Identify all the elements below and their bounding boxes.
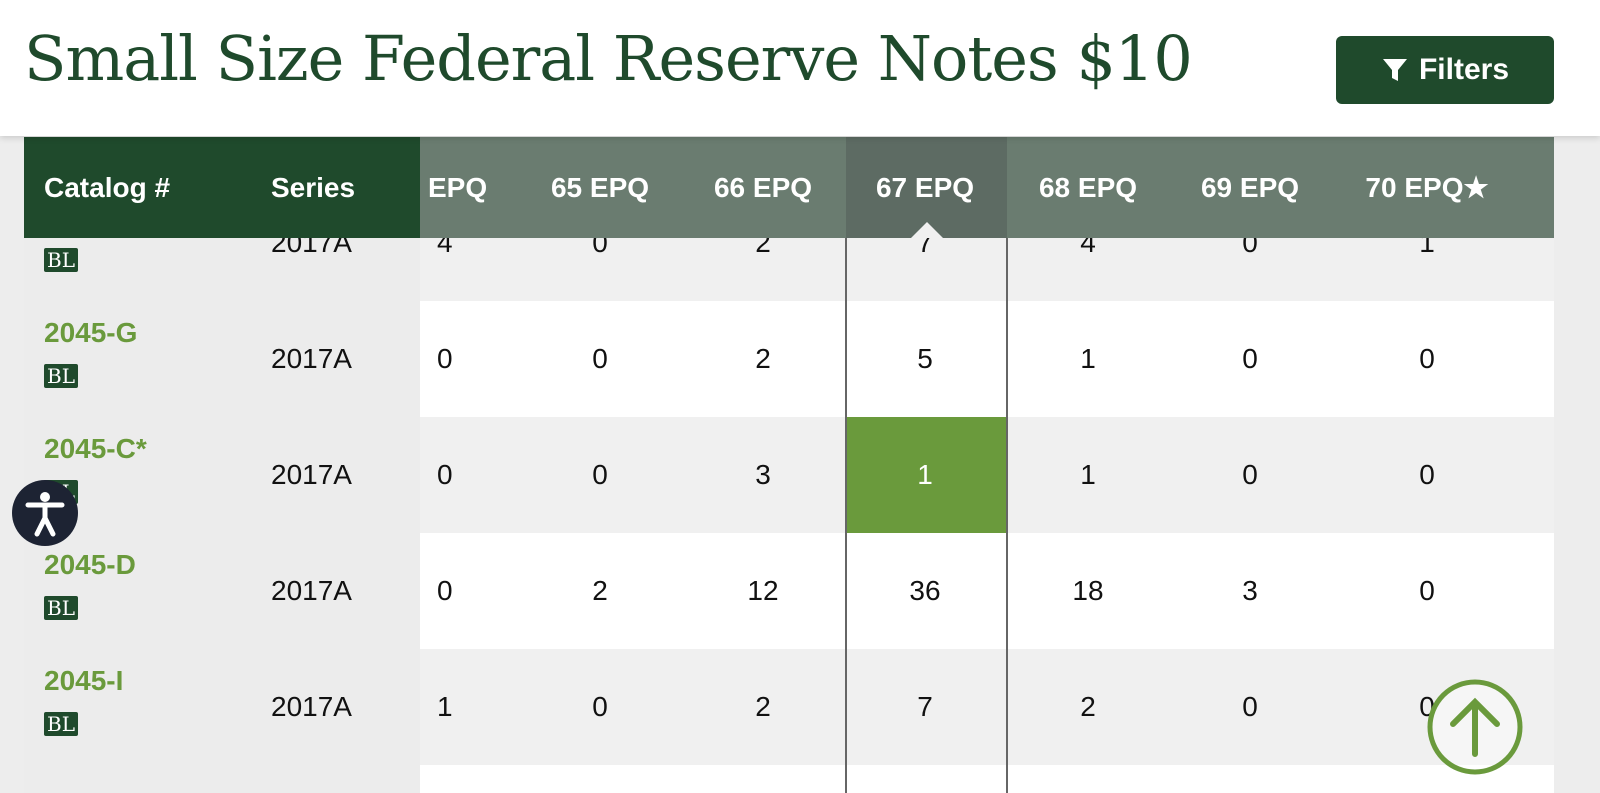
row-label-bg: [24, 417, 420, 533]
column-header[interactable]: 68 EPQ: [1038, 171, 1138, 203]
filters-button[interactable]: Filters: [1336, 36, 1554, 104]
count: 2: [1080, 691, 1096, 722]
row-label-bg: [24, 533, 420, 649]
filters-label: Filters: [1418, 53, 1510, 86]
count: 0: [1419, 459, 1435, 490]
catalog-link[interactable]: 2045-C*: [44, 433, 147, 464]
column-header[interactable]: 65 EPQ: [550, 171, 650, 203]
sort-indicator: [910, 222, 943, 238]
count: 1: [437, 691, 453, 722]
count: 1: [917, 459, 933, 490]
badge: BL: [44, 364, 78, 388]
count: 12: [747, 575, 779, 606]
count: 0: [1419, 343, 1435, 374]
row-label-bg: [24, 301, 420, 417]
badge: BL: [44, 712, 78, 736]
series: 2017A: [271, 343, 352, 374]
count: 0: [592, 459, 608, 490]
count: 36: [909, 575, 941, 606]
row-bg: [420, 301, 1554, 417]
count: 0: [437, 459, 453, 490]
count: 2: [592, 575, 608, 606]
catalog-link[interactable]: 2045-G: [44, 317, 138, 348]
accessibility-button[interactable]: [10, 478, 80, 548]
row-bg: [420, 533, 1554, 649]
count: 0: [1242, 343, 1258, 374]
count: 2: [755, 343, 771, 374]
scroll-top-button[interactable]: [1426, 678, 1524, 776]
count: 0: [592, 691, 608, 722]
catalog-link[interactable]: 2045-D: [44, 549, 136, 580]
count: 3: [755, 459, 771, 490]
highlight-cell: [846, 417, 1007, 533]
count: 18: [1072, 575, 1104, 606]
column-header[interactable]: Catalog #: [44, 171, 171, 203]
count: 1: [1080, 459, 1096, 490]
series: 2017A: [271, 691, 352, 722]
row-bg: [420, 649, 1554, 765]
series: 2017A: [271, 575, 352, 606]
count: 5: [917, 343, 933, 374]
count: 0: [592, 343, 608, 374]
column-header[interactable]: Series: [271, 171, 356, 203]
count: 0: [1242, 459, 1258, 490]
header-label-bg: [24, 137, 420, 238]
data-table: BL 2017A 4 0 2 7 4 0 1 2045-G BL 2017A 0 0 2 5 1 0 0 2045-C…: [24, 0, 1554, 793]
count: 0: [1242, 691, 1258, 722]
column-header[interactable]: 70 EPQ★: [1365, 172, 1489, 203]
badge: BL: [44, 596, 78, 620]
row-label-bg: [24, 649, 420, 765]
count: 2: [755, 691, 771, 722]
column-header[interactable]: 67 EPQ: [875, 171, 975, 203]
count: 0: [437, 343, 453, 374]
page-title: Small Size Federal Reserve Notes $10: [24, 22, 1193, 95]
filter-icon: [1382, 59, 1407, 81]
column-header[interactable]: EPQ: [428, 171, 488, 203]
column-line: [1006, 137, 1008, 793]
column-line: [845, 137, 847, 793]
count: 7: [917, 691, 933, 722]
count: 3: [1242, 575, 1258, 606]
count: 0: [1419, 575, 1435, 606]
header-highlight: [846, 137, 1007, 238]
count: 1: [1080, 343, 1096, 374]
catalog-link[interactable]: 2045-I: [44, 665, 124, 696]
count: 0: [437, 575, 453, 606]
row-bg: [420, 765, 1554, 793]
column-header[interactable]: 66 EPQ: [713, 171, 813, 203]
badge: BL: [44, 248, 78, 272]
series: 2017A: [271, 459, 352, 490]
column-header[interactable]: 69 EPQ: [1200, 171, 1300, 203]
top-bar: Small Size Federal Reserve Notes $10 Fil…: [0, 0, 1600, 136]
row-bg: [24, 765, 420, 793]
